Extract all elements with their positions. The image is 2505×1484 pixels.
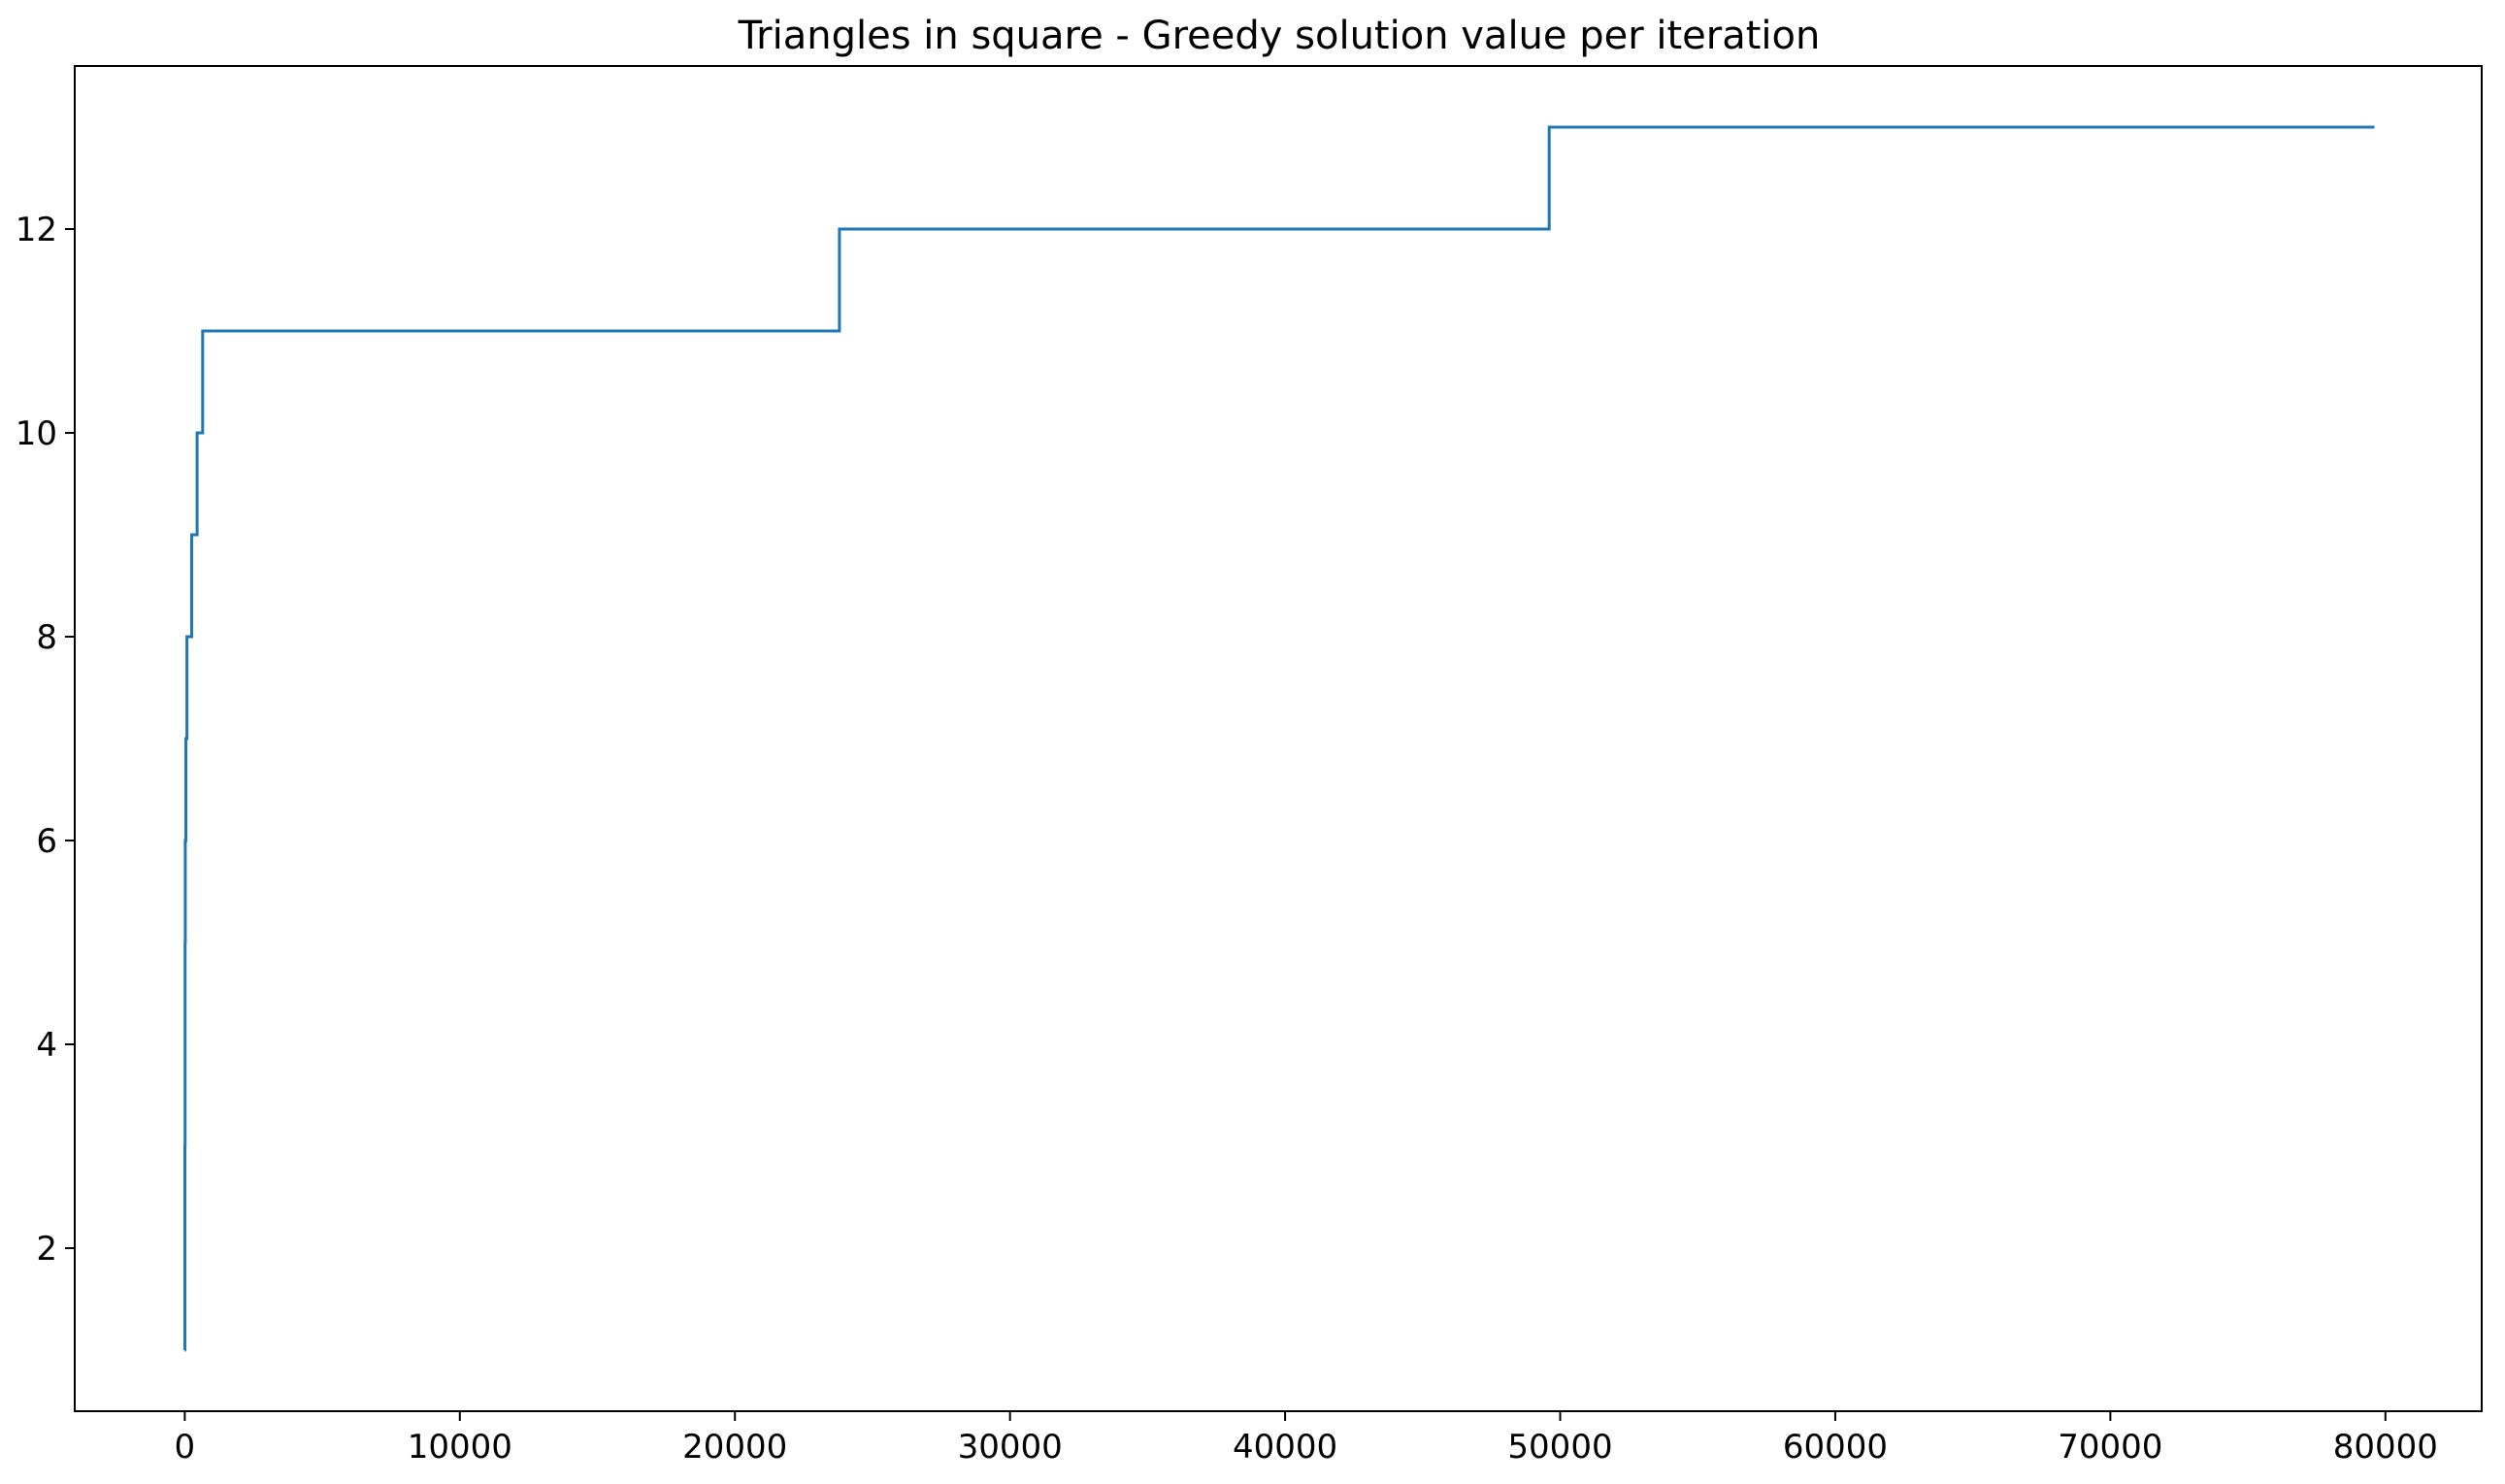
- x-tick-label: 80000: [2333, 1428, 2438, 1467]
- x-tick-label: 0: [175, 1428, 196, 1467]
- x-tick-label: 60000: [1783, 1428, 1888, 1467]
- x-tick-label: 30000: [958, 1428, 1063, 1467]
- chart-title: Triangles in square - Greedy solution va…: [738, 14, 1821, 58]
- series-line-0: [183, 125, 2375, 1352]
- x-tick-label: 40000: [1233, 1428, 1337, 1467]
- y-tick-label: 2: [36, 1230, 57, 1269]
- y-axis: 2 4 6 8 10 12: [16, 211, 75, 1269]
- x-tick-label: 20000: [682, 1428, 787, 1467]
- y-tick-label: 10: [16, 414, 57, 453]
- x-axis: 0 10000 20000 30000 40000 50000 60000 70000 8000…: [175, 1411, 2438, 1467]
- x-tick-label: 50000: [1507, 1428, 1612, 1467]
- x-tick-label: 70000: [2058, 1428, 2162, 1467]
- y-tick-label: 6: [36, 822, 57, 861]
- plot-area: [183, 125, 2375, 1352]
- y-tick-label: 4: [36, 1026, 57, 1065]
- plot-frame: [74, 65, 2483, 1412]
- x-tick-label: 10000: [408, 1428, 512, 1467]
- y-tick-label: 8: [36, 618, 57, 657]
- y-tick-label: 12: [16, 211, 57, 249]
